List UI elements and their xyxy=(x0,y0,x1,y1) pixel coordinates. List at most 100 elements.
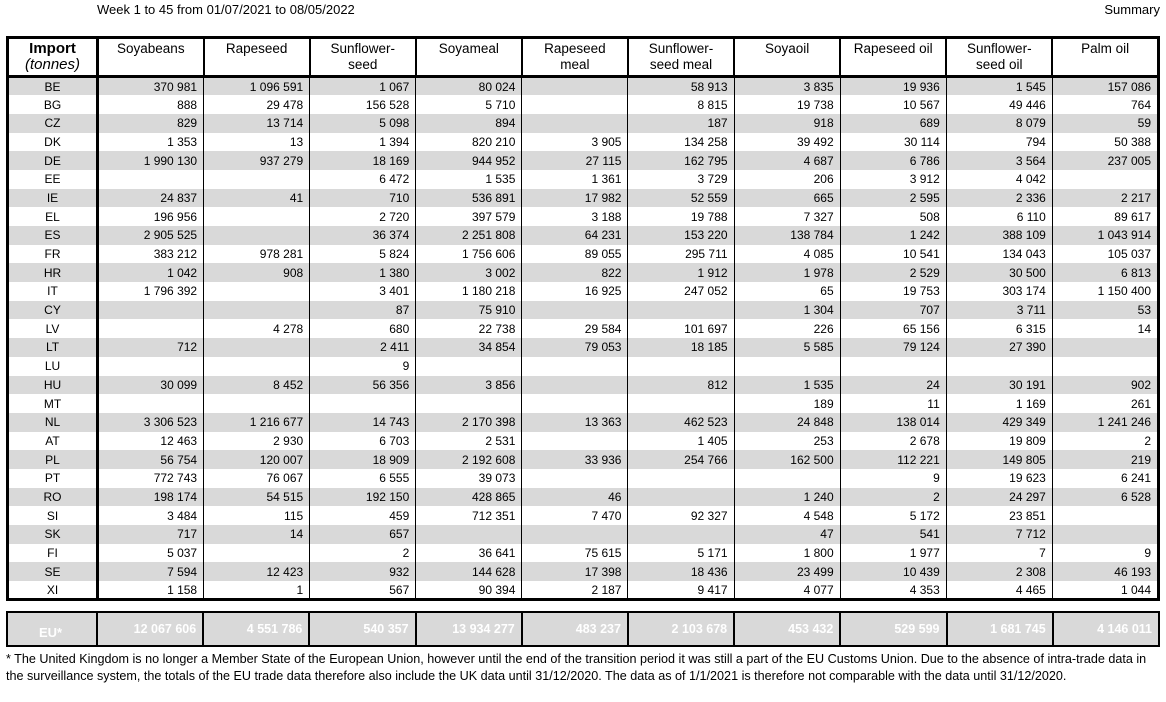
value-cell: 206 xyxy=(733,169,841,189)
value-cell xyxy=(627,394,735,413)
value-cell: 4 465 xyxy=(945,581,1053,602)
value-cell: 383 212 xyxy=(96,244,205,264)
value-cell xyxy=(1051,169,1161,189)
value-cell: 508 xyxy=(839,207,947,226)
value-cell: 196 956 xyxy=(96,207,205,226)
value-cell: 829 xyxy=(96,113,205,133)
value-cell: 120 007 xyxy=(203,450,311,469)
value-cell: 153 220 xyxy=(627,226,735,245)
value-cell: 5 824 xyxy=(309,244,417,264)
value-cell: 9 xyxy=(309,356,417,376)
value-cell: 65 xyxy=(733,282,841,301)
value-cell: 39 073 xyxy=(415,468,523,488)
value-cell xyxy=(203,226,311,245)
value-cell: 812 xyxy=(627,375,735,395)
country-code: BG xyxy=(6,95,99,114)
value-cell xyxy=(627,487,735,507)
value-cell: 50 388 xyxy=(1051,132,1161,152)
value-cell: 1 043 914 xyxy=(1051,226,1161,245)
table-row: ES 2 905 525 36 374 2 251 808 64 231 153 220 1… xyxy=(6,226,1161,245)
value-cell: 30 099 xyxy=(96,375,205,395)
value-cell xyxy=(627,468,735,488)
value-cell: 822 xyxy=(521,263,629,283)
eu-total-value: 13 934 277 xyxy=(414,611,523,647)
value-cell xyxy=(627,356,735,376)
value-cell: 1 240 xyxy=(733,487,841,507)
value-cell xyxy=(203,543,311,563)
table-row: SE 7 594 12 423 932 144 628 17 398 18 436 23 49… xyxy=(6,562,1161,582)
row-header-cell: Import (tonnes) xyxy=(6,36,99,78)
value-cell: 4 353 xyxy=(839,581,947,602)
value-cell: 253 xyxy=(733,431,841,451)
value-cell: 5 172 xyxy=(839,506,947,525)
value-cell: 30 191 xyxy=(945,375,1053,395)
value-cell: 90 394 xyxy=(415,581,523,602)
value-cell xyxy=(521,356,629,376)
value-cell: 14 xyxy=(203,525,311,544)
import-label: Import xyxy=(29,40,76,57)
country-code: SE xyxy=(6,562,99,582)
value-cell: 8 452 xyxy=(203,375,311,395)
value-cell: 1 361 xyxy=(521,169,629,189)
country-code: SI xyxy=(6,506,99,525)
value-cell xyxy=(203,338,311,357)
value-cell: 12 463 xyxy=(96,431,205,451)
value-cell: 19 809 xyxy=(945,431,1053,451)
value-cell: 16 925 xyxy=(521,282,629,301)
value-cell xyxy=(627,525,735,544)
value-cell: 459 xyxy=(309,506,417,525)
value-cell xyxy=(1051,338,1161,357)
value-cell: 2 930 xyxy=(203,431,311,451)
value-cell: 162 500 xyxy=(733,450,841,469)
value-cell: 1 800 xyxy=(733,543,841,563)
table-row: EE 6 472 1 535 1 361 3 729 206 3 912 4 042 xyxy=(6,169,1161,189)
value-cell: 10 541 xyxy=(839,244,947,264)
value-cell: 712 xyxy=(96,338,205,357)
value-cell: 462 523 xyxy=(627,412,735,432)
value-cell: 2 529 xyxy=(839,263,947,283)
value-cell: 92 327 xyxy=(627,506,735,525)
table-row: HU 30 099 8 452 56 356 3 856 812 1 535 24 30 191… xyxy=(6,375,1161,395)
table-row: PT 772 743 76 067 6 555 39 073 9 19 623 6 241 xyxy=(6,468,1161,488)
value-cell: 1 796 392 xyxy=(96,282,205,301)
value-cell xyxy=(415,394,523,413)
value-cell: 47 xyxy=(733,525,841,544)
value-cell: 11 xyxy=(839,394,947,413)
value-cell: 134 258 xyxy=(627,132,735,152)
eu-total-value: 2 103 678 xyxy=(626,611,736,647)
value-cell: 79 124 xyxy=(839,338,947,357)
value-cell: 5 098 xyxy=(309,113,417,133)
value-cell: 105 037 xyxy=(1051,244,1161,264)
value-cell: 34 854 xyxy=(415,338,523,357)
value-cell: 3 401 xyxy=(309,282,417,301)
value-cell: 1 978 xyxy=(733,263,841,283)
value-cell: 3 856 xyxy=(415,375,523,395)
value-cell: 36 641 xyxy=(415,543,523,563)
value-cell: 156 528 xyxy=(309,95,417,114)
value-cell: 541 xyxy=(839,525,947,544)
value-cell: 1 535 xyxy=(733,375,841,395)
table-row: DE 1 990 130 937 279 18 169 944 952 27 115 162… xyxy=(6,151,1161,170)
value-cell: 2 308 xyxy=(945,562,1053,582)
value-cell: 54 515 xyxy=(203,487,311,507)
value-cell: 6 703 xyxy=(309,431,417,451)
value-cell: 2 192 608 xyxy=(415,450,523,469)
country-code: AT xyxy=(6,431,99,451)
country-code: EL xyxy=(6,207,99,226)
value-cell: 1 545 xyxy=(945,75,1053,96)
column-header: Sunflower- seed xyxy=(308,36,417,78)
value-cell: 115 xyxy=(203,506,311,525)
value-cell: 2 170 398 xyxy=(415,412,523,432)
value-cell: 162 795 xyxy=(627,151,735,170)
column-header: Rapeseed meal xyxy=(520,36,629,78)
table-row: BG 888 29 478 156 528 5 710 8 815 19 738 10 567… xyxy=(6,95,1161,114)
value-cell xyxy=(521,95,629,114)
value-cell: 2 531 xyxy=(415,431,523,451)
value-cell xyxy=(1051,525,1161,544)
country-code: FR xyxy=(6,244,99,264)
value-cell: 5 710 xyxy=(415,95,523,114)
value-cell: 157 086 xyxy=(1051,75,1161,96)
value-cell: 65 156 xyxy=(839,319,947,339)
value-cell: 2 905 525 xyxy=(96,226,205,245)
column-header: Soyameal xyxy=(414,36,523,78)
